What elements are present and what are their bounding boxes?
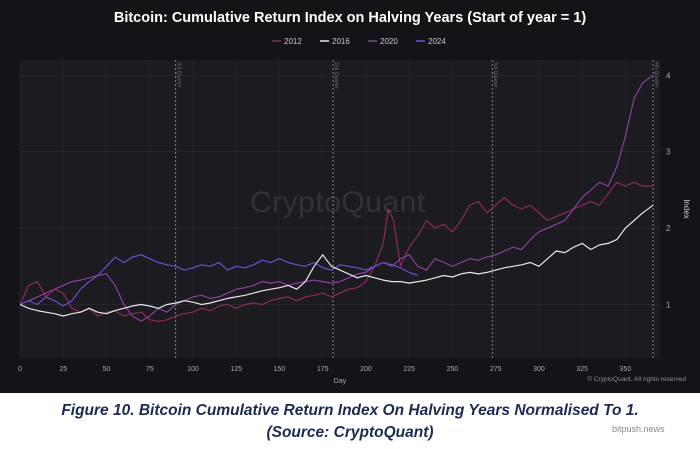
quarter-marker-label: 3rd Quarter (492, 62, 498, 88)
chart-title: Bitcoin: Cumulative Return Index on Halv… (113, 10, 587, 26)
caption-line-2: (Source: CryptoQuant) (266, 424, 434, 441)
quarter-marker-label: 4th Quarter (653, 62, 659, 88)
series-line-2020 (19, 74, 654, 322)
cryptoquant-watermark: CryptoQuant (250, 186, 426, 219)
x-tick-label: 175 (317, 366, 329, 373)
legend-label-2012: 2012 (284, 37, 302, 46)
bitpush-site-mark: bitpush.news (612, 424, 665, 434)
legend-label-2016: 2016 (332, 37, 350, 46)
x-tick-label: 25 (59, 366, 67, 373)
x-axis-title: Day (334, 378, 347, 385)
copyright-note: © CryptoQuant. All rights reserved (587, 376, 686, 383)
quarter-marker-label: 2nd Quarter (333, 62, 339, 89)
series-line-2012 (19, 181, 654, 322)
x-tick-label: 350 (620, 366, 632, 373)
x-tick-label: 100 (187, 366, 199, 373)
series-line-2016 (19, 204, 654, 317)
y-tick-label: 3 (666, 148, 671, 157)
x-tick-label: 150 (274, 366, 286, 373)
x-tick-label: 50 (103, 366, 111, 373)
y-tick-label: 2 (666, 224, 671, 233)
x-tick-label: 225 (403, 366, 415, 373)
y-axis-title: Index (682, 199, 691, 219)
quarter-marker-label: 3rd Quarter (176, 62, 182, 88)
x-tick-label: 200 (360, 366, 372, 373)
y-tick-label: 4 (666, 71, 671, 80)
chart-plot: 3rd Quarter 2nd Quarter 3rd Quarter 4th Qua… (18, 37, 691, 385)
x-tick-label: 250 (447, 366, 459, 373)
x-tick-label: 300 (533, 366, 545, 373)
series-line-2024 (19, 254, 419, 307)
x-tick-label: 275 (490, 366, 502, 373)
figure-caption: Figure 10. Bitcoin Cumulative Return Ind… (0, 400, 700, 444)
y-tick-label: 1 (666, 301, 671, 310)
x-tick-label: 125 (230, 366, 242, 373)
x-tick-label: 75 (146, 366, 154, 373)
x-tick-label: 325 (576, 366, 588, 373)
x-tick-label: 0 (18, 366, 22, 373)
legend-label-2024: 2024 (428, 37, 446, 46)
caption-line-1: Figure 10. Bitcoin Cumulative Return Ind… (61, 402, 639, 419)
legend-label-2020: 2020 (380, 37, 398, 46)
